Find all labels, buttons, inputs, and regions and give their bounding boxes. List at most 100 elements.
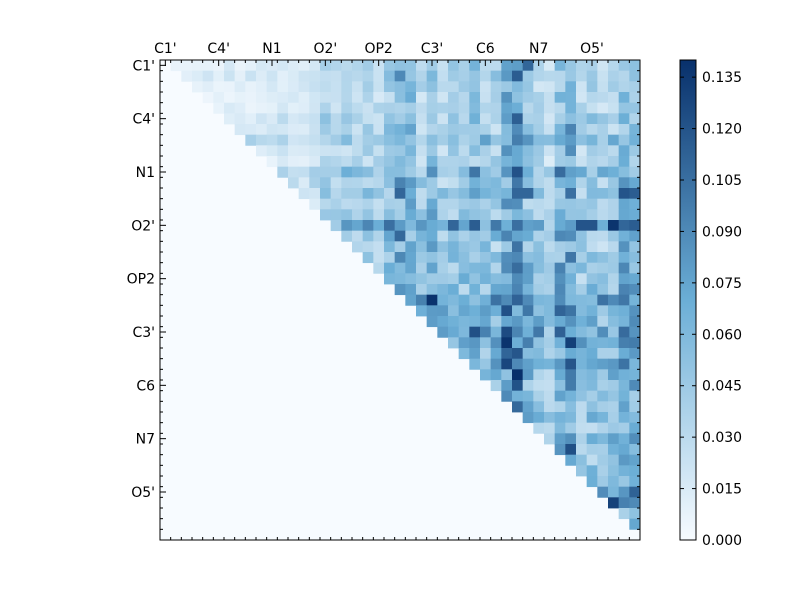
heatmap-cell: [266, 92, 278, 104]
heatmap-cell: [330, 134, 342, 146]
heatmap-cell: [544, 305, 556, 317]
heatmap-cell: [458, 177, 470, 189]
heatmap-cell: [416, 198, 428, 210]
heatmap-cell: [618, 358, 630, 370]
heatmap-cell: [565, 422, 577, 434]
heatmap-cell: [597, 81, 609, 93]
heatmap-cell: [373, 145, 385, 157]
heatmap-cell: [352, 177, 364, 189]
heatmap-cell: [576, 166, 588, 178]
heatmap-cell: [608, 486, 620, 498]
heatmap-cell: [448, 230, 460, 242]
heatmap-cell: [309, 102, 321, 114]
heatmap-cell: [522, 358, 534, 370]
heatmap-cell: [597, 262, 609, 274]
heatmap-cell: [426, 198, 438, 210]
heatmap-cell: [341, 209, 353, 221]
heatmap-cell: [416, 209, 428, 221]
heatmap-cell: [618, 486, 630, 498]
heatmap-cell: [554, 380, 566, 392]
heatmap-cell: [544, 273, 556, 285]
heatmap-cell: [490, 102, 502, 114]
heatmap-cell: [490, 252, 502, 264]
heatmap-cell: [512, 284, 524, 296]
heatmap-cell: [565, 220, 577, 232]
heatmap-cell: [586, 241, 598, 253]
heatmap-cell: [608, 476, 620, 488]
heatmap-cell: [469, 198, 481, 210]
heatmap-cell: [501, 358, 513, 370]
heatmap-cell: [586, 134, 598, 146]
heatmap-cell: [288, 113, 300, 125]
heatmap-cell: [533, 284, 545, 296]
heatmap-cell: [522, 81, 534, 93]
heatmap-cell: [320, 145, 332, 157]
heatmap-cell: [522, 348, 534, 360]
heatmap-cell: [480, 220, 492, 232]
heatmap-cell: [522, 198, 534, 210]
heatmap-cell: [544, 81, 556, 93]
heatmap-cell: [501, 209, 513, 221]
heatmap-cell: [618, 422, 630, 434]
heatmap-cell: [480, 156, 492, 168]
heatmap-cell: [512, 124, 524, 136]
heatmap-cell: [554, 390, 566, 402]
heatmap-cell: [352, 220, 364, 232]
heatmap-cell: [245, 70, 257, 82]
heatmap-cell: [373, 241, 385, 253]
heatmap-cell: [576, 92, 588, 104]
heatmap-cell: [362, 81, 374, 93]
heatmap-cell: [533, 92, 545, 104]
heatmap-cell: [309, 113, 321, 125]
heatmap-cell: [533, 348, 545, 360]
heatmap-cell: [608, 166, 620, 178]
heatmap-cell: [544, 294, 556, 306]
heatmap-cell: [565, 380, 577, 392]
heatmap-cell: [597, 188, 609, 200]
heatmap-cell: [576, 348, 588, 360]
heatmap-cell: [245, 113, 257, 125]
heatmap-cell: [608, 177, 620, 189]
heatmap-cell: [405, 92, 417, 104]
heatmap-cell: [608, 390, 620, 402]
heatmap-cell: [512, 113, 524, 125]
heatmap-cell: [245, 102, 257, 114]
heatmap-cell: [586, 454, 598, 466]
heatmap-cell: [522, 241, 534, 253]
x-tick-label: C3': [421, 41, 444, 57]
heatmap-cell: [426, 262, 438, 274]
heatmap-cell: [437, 113, 449, 125]
heatmap-cell: [437, 166, 449, 178]
heatmap-cell: [309, 188, 321, 200]
heatmap-cell: [298, 134, 310, 146]
heatmap-cell: [352, 188, 364, 200]
heatmap-cell: [629, 156, 641, 168]
heatmap-cell: [576, 433, 588, 445]
heatmap-cell: [341, 113, 353, 125]
heatmap-cell: [618, 134, 630, 146]
heatmap-cell: [554, 252, 566, 264]
heatmap-cell: [597, 444, 609, 456]
heatmap-cell: [618, 401, 630, 413]
heatmap-cell: [234, 102, 246, 114]
y-tick-labels: C1' C4' N1 O2' OP2 C3' C6 N7 O5': [127, 58, 155, 501]
heatmap-cell: [576, 273, 588, 285]
heatmap-cell: [597, 401, 609, 413]
heatmap-cell: [629, 454, 641, 466]
heatmap-cell: [512, 60, 524, 72]
colorbar-tick-label: 0.090: [702, 224, 742, 240]
minor-ticks: [160, 60, 640, 540]
heatmap-cell: [522, 188, 534, 200]
heatmap-cell: [501, 380, 513, 392]
heatmap-cell: [618, 348, 630, 360]
heatmap-cell: [309, 134, 321, 146]
heatmap-cell: [245, 124, 257, 136]
heatmap-cell: [373, 262, 385, 274]
heatmap-cell: [437, 230, 449, 242]
heatmap-cell: [448, 134, 460, 146]
heatmap-cell: [586, 369, 598, 381]
heatmap-cell: [490, 188, 502, 200]
heatmap-cell: [341, 60, 353, 72]
heatmap-cell: [608, 188, 620, 200]
heatmap-cell: [426, 188, 438, 200]
